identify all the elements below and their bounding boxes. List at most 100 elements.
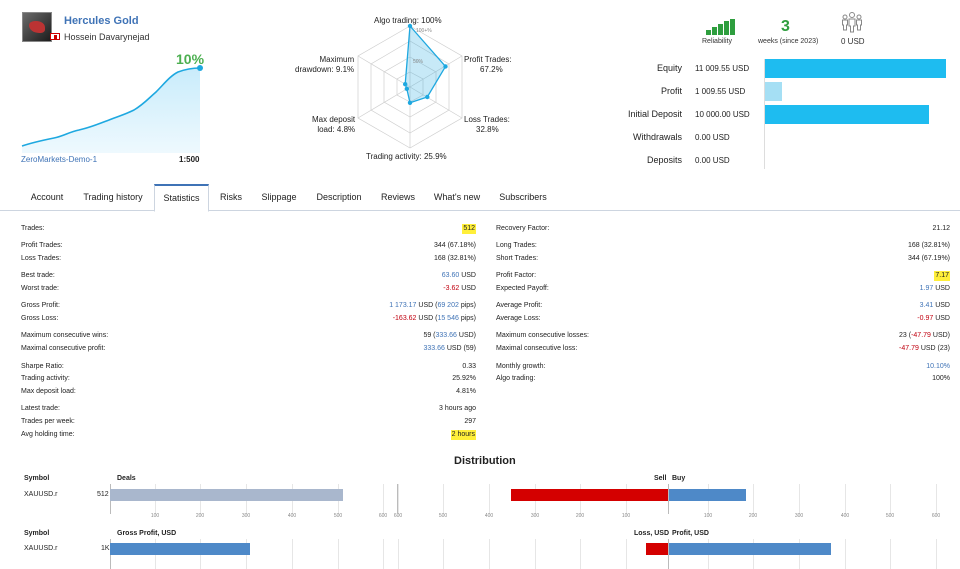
tab-risks[interactable]: Risks (220, 192, 242, 202)
stat-label: Maximum consecutive losses: (496, 332, 589, 339)
tab-whats-new[interactable]: What's new (433, 192, 481, 202)
stat-label: Average Loss: (496, 315, 541, 322)
tick-label: 600 (378, 513, 388, 519)
stat-value: 100% (932, 375, 950, 382)
stat-label: Short Trades: (496, 255, 539, 262)
balance-bar (765, 59, 946, 78)
stat-label: Maximal consecutive loss: (496, 345, 578, 352)
stat-value: 344 (67.18%) (433, 242, 476, 249)
radar-point (407, 100, 413, 105)
stat-row: Long Trades: 168 (32.81%) (496, 241, 950, 251)
stat-row: Trades per week: 297 (21, 417, 476, 427)
subscribers-value: 0 USD (841, 37, 865, 46)
grid-line (338, 539, 339, 569)
stat-value: -163.62 USD (15 546 pips) (392, 315, 476, 322)
dist-symbol-1[interactable]: XAUUSD.r (24, 491, 58, 498)
balance-label: Withdrawals (632, 132, 682, 142)
signal-avatar[interactable] (22, 12, 52, 42)
distribution-title: Distribution (454, 455, 516, 467)
stat-row: Recovery Factor: 21.12 (496, 224, 950, 234)
stat-label: Monthly growth: (496, 363, 546, 370)
balance-axis (764, 59, 765, 169)
grid-line (845, 484, 846, 514)
balance-value: 0.00 USD (695, 133, 730, 142)
dist-sell-header: Sell (654, 475, 667, 482)
balance-label: Profit (660, 86, 682, 96)
grid-line (535, 539, 536, 569)
sell-bar (511, 489, 668, 501)
dist-gross-profit-header: Gross Profit, USD (117, 530, 177, 537)
grid-line (845, 539, 846, 569)
stat-label: Max deposit load: (21, 388, 76, 395)
stat-row: Maximum consecutive wins: 59 (333.66 USD) (21, 331, 476, 341)
tab-description[interactable]: Description (316, 192, 362, 202)
tab-slippage[interactable]: Slippage (261, 192, 297, 202)
stat-row: Trading activity: 25.92% (21, 374, 476, 384)
stat-row: Sharpe Ratio: 0.33 (21, 362, 476, 372)
grid-line (799, 484, 800, 514)
radar-label-algo: Algo trading: 100% (374, 16, 442, 25)
stat-label: Gross Profit: (21, 302, 60, 309)
tick-label: 500 (333, 513, 343, 519)
radar-point (404, 86, 410, 92)
radar-chart: 100+% 50% (357, 23, 463, 149)
radar-label-drawdown: Maximum drawdown: 9.1% (295, 55, 355, 74)
tick-label: 200 (575, 513, 585, 519)
stat-value: 21.12 (932, 225, 950, 232)
reliability-bars-icon (706, 19, 736, 35)
stat-row: Expected Payoff: 1.97 USD (496, 284, 950, 294)
stat-value: 25.92% (452, 375, 476, 382)
weeks-label: weeks (since 2023) (758, 38, 819, 45)
growth-value: 10% (176, 51, 205, 67)
stat-label: Trades: (21, 225, 45, 232)
stat-row: Maximal consecutive profit: 333.66 USD (5… (21, 344, 476, 354)
tab-statistics[interactable]: Statistics (154, 184, 209, 212)
radar-point (425, 94, 430, 100)
stat-row: Algo trading: 100% (496, 374, 950, 384)
stat-label: Avg holding time: (21, 431, 75, 438)
gross-profit-bar (110, 543, 250, 555)
tab-subscribers[interactable]: Subscribers (499, 192, 547, 202)
tab-reviews[interactable]: Reviews (380, 192, 415, 202)
grid-line (398, 539, 399, 569)
tick-label: 300 (794, 513, 804, 519)
stat-value: 168 (32.81%) (433, 255, 476, 262)
stat-label: Long Trades: (496, 242, 537, 249)
grid-line (443, 484, 444, 514)
stat-value: 0.33 (462, 363, 476, 370)
stat-label: Algo trading: (496, 375, 536, 382)
tab-trading-history[interactable]: Trading history (83, 192, 143, 202)
balance-value: 11 009.55 USD (695, 64, 750, 73)
stat-row: Short Trades: 344 (67.19%) (496, 254, 950, 264)
grid-line (580, 539, 581, 569)
tick-label: 100 (150, 513, 160, 519)
axis-line (397, 484, 398, 514)
stat-row: Average Loss: -0.97 USD (496, 314, 950, 324)
grid-line (383, 484, 384, 514)
balance-label: Deposits (646, 155, 682, 165)
tab-account[interactable]: Account (30, 192, 64, 202)
balance-bar (765, 82, 782, 101)
dist-symbol-header-2: Symbol (24, 530, 50, 537)
broker-server[interactable]: ZeroMarkets-Demo-1 (21, 155, 98, 164)
tick-label: 400 (287, 513, 297, 519)
axis-line (668, 539, 669, 569)
stat-row: Avg holding time: 2 hours (21, 430, 476, 440)
stat-row: Best trade: 63.60 USD (21, 271, 476, 281)
tick-label: 200 (748, 513, 758, 519)
balance-bar (765, 105, 929, 124)
stat-value: 7.17 (934, 271, 950, 281)
stat-label: Gross Loss: (21, 315, 59, 322)
grid-line (890, 539, 891, 569)
stat-label: Trading activity: (21, 375, 70, 382)
author-name[interactable]: Hossein Davarynejad (64, 32, 150, 42)
grid-line (626, 539, 627, 569)
signal-name[interactable]: Hercules Gold (64, 15, 139, 27)
tab-bar: Account Trading history Statistics Risks… (0, 184, 960, 212)
stat-label: Loss Trades: (21, 255, 62, 262)
dist-symbol-2[interactable]: XAUUSD.r (24, 545, 58, 552)
stat-value: 2 hours (450, 430, 476, 440)
stat-label: Latest trade: (21, 405, 60, 412)
weeks-count: 3 (781, 18, 790, 35)
stat-row: Trades: 512 (21, 224, 476, 234)
